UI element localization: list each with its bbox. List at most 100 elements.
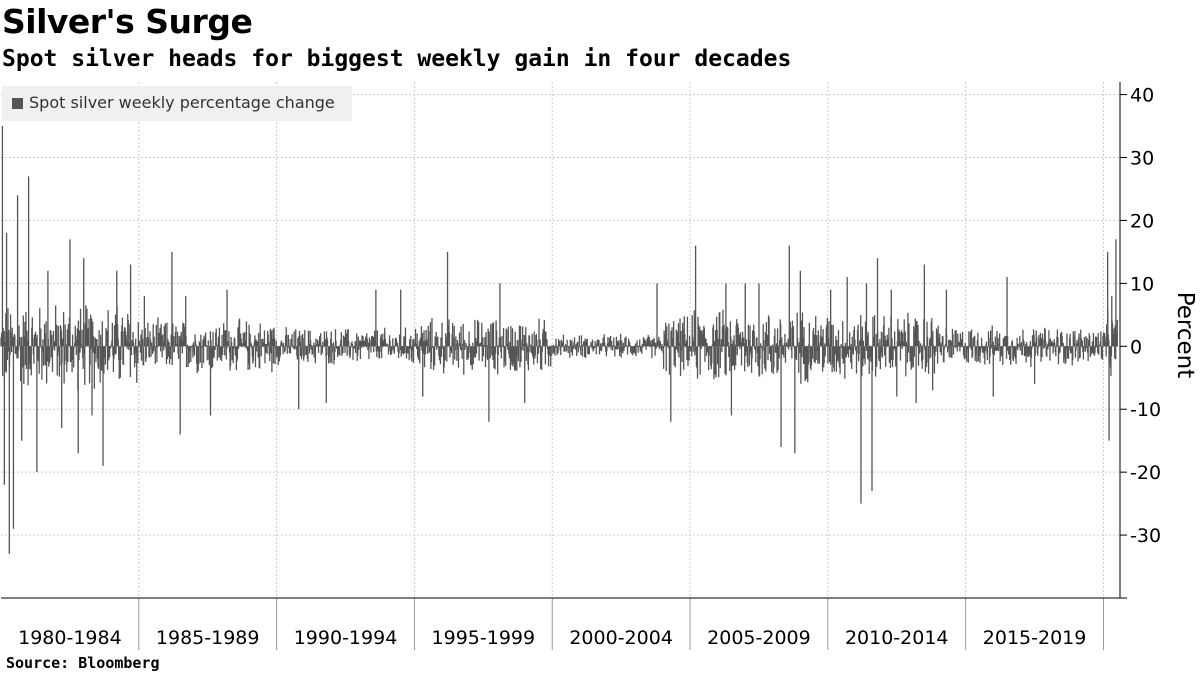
weekly-bar [218,346,220,358]
weekly-bar [8,330,10,347]
weekly-bar [1055,346,1057,348]
weekly-bar [719,312,721,347]
weekly-bar [89,346,91,366]
weekly-bar [1094,336,1097,347]
weekly-bar [765,322,768,347]
weekly-bar [1098,346,1100,355]
weekly-bar [490,323,492,347]
weekly-bar [677,346,679,353]
weekly-bar [229,346,232,366]
weekly-bar [854,346,857,351]
weekly-bar [732,346,735,366]
weekly-bar [26,340,29,347]
weekly-bar [959,346,961,352]
weekly-bar [740,342,742,347]
weekly-bar [964,342,966,347]
weekly-bar [936,346,939,364]
weekly-bar [462,323,464,347]
weekly-bar [192,342,195,347]
weekly-bar [547,346,550,367]
weekly-bar [761,346,763,375]
weekly-bar [137,346,139,364]
weekly-bar [865,346,868,351]
weekly-bar [207,340,209,347]
weekly-bar [147,322,149,347]
weekly-bar [308,344,310,347]
weekly-bar [353,346,356,349]
weekly-bar [651,346,653,359]
weekly-bar [113,325,116,347]
weekly-bar [315,338,317,347]
weekly-bar [139,346,142,353]
weekly-bar [961,331,964,347]
weekly-bar [700,330,702,347]
weekly-bar [630,346,632,353]
weekly-bar [650,340,652,347]
weekly-bar [471,346,473,370]
weekly-bar [931,318,933,347]
weekly-bar [1092,346,1094,354]
weekly-bar [1018,346,1020,348]
notable-weekly-bar [143,295,146,347]
weekly-bar [783,346,785,358]
weekly-bar [365,346,367,348]
weekly-bar [1019,346,1021,351]
weekly-bar [925,346,928,368]
weekly-bar [905,346,907,377]
weekly-bar [494,346,496,370]
notable-weekly-bar [744,283,746,347]
weekly-bar [867,331,869,347]
weekly-bar [720,339,723,347]
notable-weekly-bar [670,346,672,422]
weekly-bar [807,346,809,365]
weekly-bar [25,346,28,370]
weekly-bar [622,346,624,354]
weekly-bar [242,332,244,347]
weekly-bar [495,330,498,347]
weekly-bar [564,344,567,347]
weekly-bar [844,342,847,347]
weekly-bar [211,346,214,368]
weekly-bar [673,321,675,347]
weekly-bar [53,346,56,351]
weekly-bar [17,346,19,359]
weekly-bar [472,342,474,347]
weekly-bar [649,341,651,347]
weekly-bar [273,338,276,347]
weekly-bar [907,312,909,347]
weekly-bar [762,346,764,352]
weekly-bar [376,346,378,358]
weekly-bar [94,337,97,347]
weekly-bar [1076,342,1079,347]
weekly-bar [1053,339,1055,347]
weekly-bar [331,346,333,353]
weekly-bar [264,343,267,347]
weekly-bar [521,326,524,347]
weekly-bar [262,342,265,347]
notable-weekly-bar [758,283,760,347]
weekly-bar [380,334,382,347]
weekly-bar [529,346,531,353]
weekly-bar [274,346,276,365]
weekly-bar [634,346,636,354]
weekly-bar [884,335,886,347]
weekly-bar [201,345,204,347]
weekly-bar [309,340,312,347]
weekly-bar [180,331,182,347]
weekly-bar [492,322,495,347]
weekly-bar [518,325,521,347]
weekly-bar [430,346,433,363]
chart-subtitle: Spot silver heads for biggest weekly gai… [2,46,792,72]
weekly-bar [1097,346,1099,354]
weekly-bar [578,346,580,348]
weekly-bar [688,346,690,361]
weekly-bar [291,345,294,347]
weekly-bar [24,346,27,366]
weekly-bar [732,340,734,347]
weekly-bar [93,336,95,347]
weekly-bar [940,342,942,347]
notable-weekly-bar [524,346,526,403]
x-tick-label: 1985-1989 [156,627,260,649]
weekly-bar [396,342,399,347]
weekly-bar [79,308,82,347]
